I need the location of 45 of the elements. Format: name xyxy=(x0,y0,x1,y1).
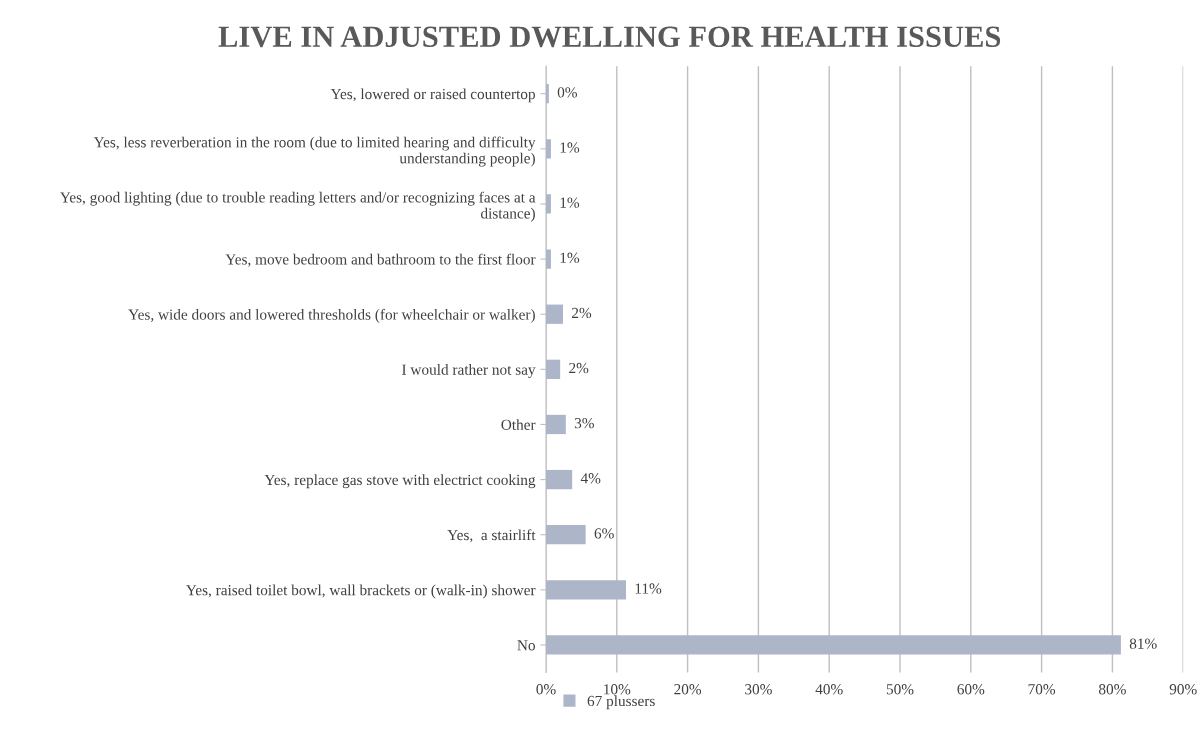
data-label: 1% xyxy=(560,252,580,263)
data-label: 1% xyxy=(560,197,580,208)
x-tick-label: 40% xyxy=(815,684,843,695)
y-tick-label: Yes, wide doors and lowered thresholds (for wheelchair or walker) xyxy=(128,308,535,323)
bar xyxy=(546,359,561,379)
x-tick-label: 20% xyxy=(674,684,702,695)
legend-label: 67 plussers xyxy=(587,695,655,710)
y-tick-label: Yes, replace gas stove with electrict cooking xyxy=(264,474,536,489)
x-tick-label: 90% xyxy=(1169,684,1197,695)
chart-title: LIVE IN ADJUSTED DWELLING FOR HEALTH ISSUES xyxy=(218,26,1001,48)
data-label: 1% xyxy=(560,142,580,153)
data-label: 4% xyxy=(580,473,601,484)
y-tick-label: No xyxy=(517,640,535,651)
bar xyxy=(546,635,1121,655)
x-tick-label: 10% xyxy=(604,684,631,695)
x-tick-label: 0% xyxy=(536,684,556,695)
x-tick-label: 60% xyxy=(957,684,985,695)
bar xyxy=(546,580,626,600)
x-tick-label: 30% xyxy=(745,684,772,695)
data-label: 2% xyxy=(572,307,592,319)
y-tick-label: I would rather not say xyxy=(402,364,536,378)
y-tick-label: Yes, good lighting (due to trouble reading letters and/or recognizing faces at a distance) xyxy=(60,191,536,222)
bar xyxy=(546,304,563,324)
data-label: 6% xyxy=(594,528,614,539)
bar xyxy=(546,194,551,214)
data-label: 11% xyxy=(635,583,662,594)
bar xyxy=(546,469,573,490)
bar xyxy=(546,525,586,545)
y-tick-label: Yes, a stairlift xyxy=(447,529,536,543)
data-label: 2% xyxy=(569,362,589,374)
x-tick-label: 50% xyxy=(886,684,914,695)
y-tick-label: Yes, raised toilet bowl, wall brackets or (walk-in) shower xyxy=(185,584,536,599)
bar xyxy=(546,249,551,269)
y-tick-label: Other xyxy=(501,419,536,430)
bar xyxy=(546,84,549,104)
bar xyxy=(546,414,566,435)
y-tick-label: Yes, move bedroom and bathroom to the first floor xyxy=(225,253,536,267)
bar xyxy=(546,139,551,159)
y-tick-label: Yes, less reverberation in the room (due to limited hearing and difficulty understanding people) xyxy=(93,136,536,167)
x-tick-label: 80% xyxy=(1098,684,1126,695)
data-label: 81% xyxy=(1129,638,1157,649)
data-label: 3% xyxy=(574,417,594,429)
data-label: 0% xyxy=(557,87,578,98)
x-tick-label: 70% xyxy=(1028,684,1056,695)
y-tick-label: Yes, lowered or raised countertop xyxy=(330,88,535,103)
